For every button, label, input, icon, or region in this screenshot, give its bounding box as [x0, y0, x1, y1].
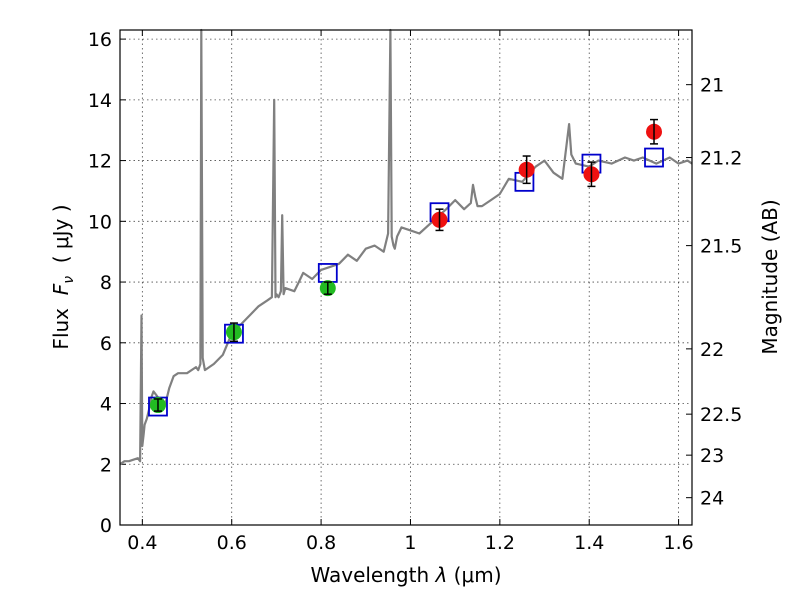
x-tick-label: 1.6: [663, 532, 693, 554]
y2-tick-label: 24: [700, 488, 724, 510]
y-tick-label: 2: [100, 454, 112, 476]
spectrum-layer: [119, 28, 693, 466]
x-tick-label: 1.4: [574, 532, 604, 554]
y-axis-label: Flux Fν ( μJy ): [49, 204, 77, 349]
x-tick-label: 1.2: [485, 532, 515, 554]
y-tick-label: 8: [100, 272, 112, 294]
y-tick-label: 6: [100, 333, 112, 355]
y2-tick-label: 22.5: [700, 404, 742, 426]
y2-tick-label: 21.5: [700, 236, 742, 258]
y2-axis-label: Magnitude (AB): [758, 199, 782, 354]
y-tick-label: 10: [88, 211, 112, 233]
x-axis-label: Wavelength λ (μm): [310, 563, 501, 587]
model-photometry-layer: [148, 147, 664, 417]
y2-tick-label: 21: [700, 75, 724, 97]
ticks-layer: 0.4 0.6 0.8 1 1.2 1.4 1.602468101214162121.221…: [88, 29, 743, 554]
y2-tick-label: 22: [700, 339, 724, 361]
y-tick-label: 16: [88, 29, 112, 51]
y2-tick-label: 21.2: [700, 148, 742, 170]
x-tick-label: 0.8: [306, 532, 336, 554]
y-tick-label: 4: [100, 394, 112, 416]
x-tick-label: 0.6: [217, 532, 247, 554]
x-tick-label: 0.4: [127, 532, 157, 554]
y-tick-label: 0: [100, 515, 112, 537]
y2-tick-label: 23: [700, 445, 724, 467]
y-tick-label: 12: [88, 151, 112, 173]
x-tick-label: 1: [404, 532, 416, 554]
model-photometry-square: [644, 147, 664, 168]
observed-photometry-layer: [149, 118, 663, 414]
plot-frame: [119, 29, 693, 526]
spectrum-line: [119, 28, 693, 466]
y-tick-label: 14: [88, 90, 112, 112]
grid-layer: [120, 30, 692, 526]
